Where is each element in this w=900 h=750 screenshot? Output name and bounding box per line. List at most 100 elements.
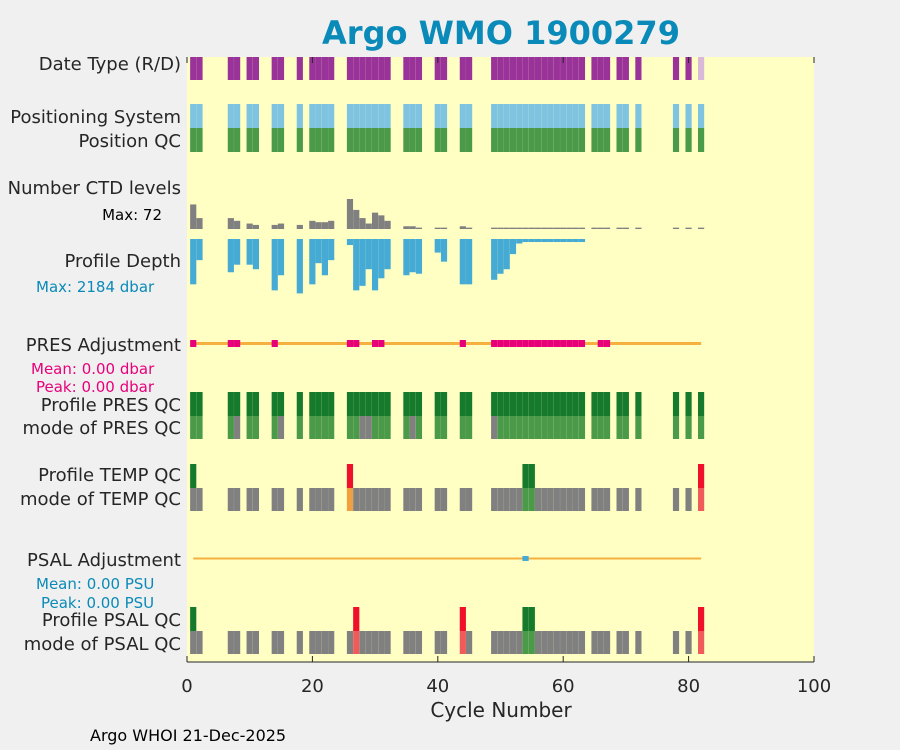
profile-depth-bar — [503, 239, 510, 270]
x-axis-label: Cycle Number — [430, 698, 572, 722]
mode-temp-qc-cell — [315, 488, 322, 511]
profile-depth-bar — [440, 239, 448, 262]
positioning-cell — [685, 104, 692, 128]
pres-adjustment-flag — [522, 340, 529, 347]
pres-adjustment-flag — [227, 340, 234, 347]
position-qc-cell — [346, 128, 354, 152]
positioning-cell — [403, 104, 410, 128]
positioning-cell — [271, 104, 278, 128]
profile-depth-bar — [409, 239, 416, 273]
ctd-level-bar — [359, 218, 366, 229]
data-type-cell — [434, 57, 441, 80]
position-qc-cell — [434, 128, 441, 152]
mode-pres-qc-cell — [560, 416, 567, 439]
data-type-cell — [227, 57, 234, 80]
positioning-cell — [384, 104, 391, 128]
positioning-cell — [534, 104, 542, 128]
position-qc-cell — [277, 128, 285, 152]
mode-pres-qc-cell — [591, 416, 598, 439]
mode-psal-qc-cell — [560, 631, 567, 654]
profile-pres-qc-cell — [309, 392, 316, 416]
mode-pres-qc-cell — [528, 416, 535, 439]
ctd-level-bar — [271, 224, 278, 229]
mode-psal-qc-cell — [509, 631, 517, 654]
mode-temp-qc-cell — [328, 488, 335, 511]
positioning-cell — [509, 104, 517, 128]
ctd-level-bar — [415, 227, 423, 229]
data-type-cell — [459, 57, 466, 80]
position-qc-cell — [246, 128, 253, 152]
mode-psal-qc-cell — [578, 631, 586, 654]
profile-pres-qc-cell — [346, 392, 354, 416]
profile-depth-bar — [566, 239, 573, 243]
mode-pres-qc-cell — [578, 416, 586, 439]
mode-pres-qc-cell — [440, 416, 448, 439]
mode-temp-qc-cell — [466, 488, 473, 511]
mode-temp-qc-cell — [359, 488, 366, 511]
mode-pres-qc-cell — [378, 416, 385, 439]
pres-adjustment-flag — [560, 340, 567, 347]
profile-depth-bar — [560, 239, 567, 243]
mode-temp-qc-cell — [440, 488, 448, 511]
position-qc-cell — [271, 128, 278, 152]
pres-adjustment-flag — [547, 340, 554, 347]
mode-pres-qc-cell — [321, 416, 328, 439]
position-qc-cell — [578, 128, 586, 152]
profile-depth-bar — [246, 239, 253, 265]
data-type-cell — [578, 57, 586, 80]
mode-psal-qc-cell — [328, 631, 335, 654]
note-depth-max: Max: 2184 dbar — [36, 278, 155, 296]
position-qc-cell — [497, 128, 504, 152]
positioning-cell — [378, 104, 385, 128]
position-qc-cell — [403, 128, 410, 152]
mode-pres-qc-cell — [246, 416, 253, 439]
mode-pres-qc-cell — [415, 416, 423, 439]
positioning-cell — [572, 104, 579, 128]
ctd-level-bar — [459, 226, 466, 229]
mode-pres-qc-cell — [234, 416, 241, 439]
mode-psal-qc-cell — [491, 631, 498, 654]
profile-psal-qc-cell — [190, 607, 197, 631]
profile-pres-qc-cell — [415, 392, 423, 416]
pres-adjustment-flag — [459, 340, 466, 347]
mode-pres-qc-cell — [434, 416, 441, 439]
data-type-cell — [346, 57, 354, 80]
positioning-cell — [522, 104, 529, 128]
ctd-level-bar — [622, 227, 629, 229]
x-tick-label: 80 — [677, 676, 700, 697]
position-qc-cell — [491, 128, 498, 152]
position-qc-cell — [522, 128, 529, 152]
profile-depth-bar — [315, 239, 322, 264]
mode-temp-qc-cell — [516, 488, 523, 511]
mode-pres-qc-cell — [371, 416, 379, 439]
mode-pres-qc-cell — [497, 416, 504, 439]
position-qc-cell — [440, 128, 448, 152]
position-qc-cell — [541, 128, 548, 152]
mode-psal-qc-cell — [566, 631, 573, 654]
profile-pres-qc-cell — [534, 392, 542, 416]
profile-pres-qc-cell — [196, 392, 203, 416]
row-label-mode-temp-qc: mode of TEMP QC — [20, 489, 181, 510]
positioning-cell — [415, 104, 423, 128]
row-label-profile-pres-qc: Profile PRES QC — [41, 395, 181, 416]
pres-adjustment-flag — [541, 340, 548, 347]
mode-temp-qc-cell — [234, 488, 241, 511]
profile-pres-qc-cell — [246, 392, 253, 416]
profile-depth-bar — [528, 239, 535, 243]
positioning-cell — [547, 104, 554, 128]
mode-psal-qc-cell — [685, 631, 692, 654]
data-type-cell — [698, 57, 705, 80]
profile-pres-qc-cell — [572, 392, 579, 416]
data-type-cell — [516, 57, 523, 80]
mode-temp-qc-cell — [365, 488, 372, 511]
mode-pres-qc-cell — [353, 416, 360, 439]
mode-pres-qc-cell — [459, 416, 466, 439]
x-tick-label: 40 — [426, 676, 449, 697]
position-qc-cell — [371, 128, 379, 152]
mode-pres-qc-cell — [553, 416, 560, 439]
mode-psal-qc-cell — [503, 631, 510, 654]
mode-temp-qc-cell — [497, 488, 504, 511]
position-qc-cell — [296, 128, 303, 152]
profile-psal-qc-cell — [528, 607, 535, 631]
data-type-cell — [591, 57, 598, 80]
